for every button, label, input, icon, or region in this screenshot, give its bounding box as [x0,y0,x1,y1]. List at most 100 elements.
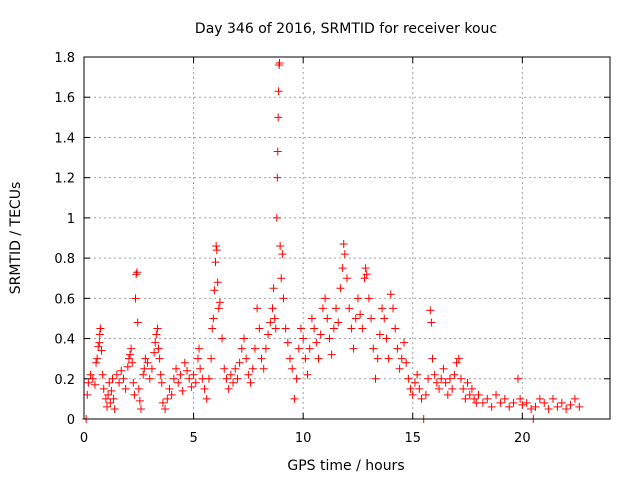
data-points [82,59,584,423]
data-point [235,358,244,367]
data-point [338,264,347,273]
data-point [361,264,370,273]
data-point [427,318,436,327]
data-point [178,386,187,395]
grid-lines [84,57,610,419]
y-tick-label: 1.6 [54,91,75,106]
data-point [288,364,297,373]
data-point [378,304,387,313]
data-point [273,173,282,182]
data-point [180,358,189,367]
data-point [222,374,231,383]
y-tick-label: 0.4 [54,333,75,348]
data-point [426,306,435,315]
data-point [437,374,446,383]
data-point [112,370,121,379]
data-point [540,398,549,407]
data-point [334,318,343,327]
data-point [172,364,181,373]
data-point [253,304,262,313]
data-point [143,358,152,367]
data-point [492,390,501,399]
data-point [266,318,275,327]
data-point [535,394,544,403]
data-point [375,330,384,339]
data-point [456,374,465,383]
y-tick-label: 0.2 [54,373,75,388]
data-point [255,324,264,333]
data-point [274,87,283,96]
data-point [345,304,354,313]
data-point [274,113,283,122]
data-point [358,324,367,333]
data-point [454,354,463,363]
data-point [268,304,277,313]
data-point [428,354,437,363]
data-point [213,278,222,287]
data-point [147,364,156,373]
data-point [83,390,92,399]
data-point [432,378,441,387]
data-point [299,334,308,343]
data-point [134,384,143,393]
data-point [373,354,382,363]
data-point [465,390,474,399]
x-tick-label: 10 [295,431,312,446]
data-point [461,394,470,403]
x-tick-label: 0 [80,431,88,446]
data-point [316,330,325,339]
data-point [135,396,144,405]
data-point [356,310,365,319]
data-point [95,330,104,339]
data-point [522,398,531,407]
data-point [90,380,99,389]
data-point [369,344,378,353]
data-point [123,362,132,371]
data-point [131,294,140,303]
data-point [248,364,257,373]
data-point [393,344,402,353]
data-point [185,374,194,383]
data-point [292,374,301,383]
data-point [305,344,314,353]
data-point [339,240,348,249]
data-point [474,390,483,399]
data-point [500,394,509,403]
data-point [92,358,101,367]
data-point [518,400,527,409]
data-point [133,268,142,277]
data-point [212,246,221,255]
data-point [421,390,430,399]
data-point [399,338,408,347]
data-point [88,374,97,383]
data-point [218,334,227,343]
data-point [207,354,216,363]
y-tick-label: 0 [67,413,75,428]
data-point [549,394,558,403]
data-point [415,384,424,393]
data-point [459,384,468,393]
data-point [195,344,204,353]
data-point [364,294,373,303]
x-axis-label: GPS time / hours [287,458,404,474]
data-point [424,374,433,383]
data-point [145,374,154,383]
data-point [165,384,174,393]
x-tick-label: 15 [404,431,421,446]
data-point [156,370,165,379]
data-point [417,394,426,403]
data-point [150,348,159,357]
y-tick-label: 0.6 [54,292,75,307]
data-point [133,318,142,327]
data-point [154,344,163,353]
data-point [105,378,114,387]
data-point [275,59,284,68]
data-point [130,390,139,399]
data-point [307,314,316,323]
data-point [443,390,452,399]
data-point [191,378,200,387]
data-point [336,284,345,293]
data-point [204,374,213,383]
data-point [487,402,496,411]
